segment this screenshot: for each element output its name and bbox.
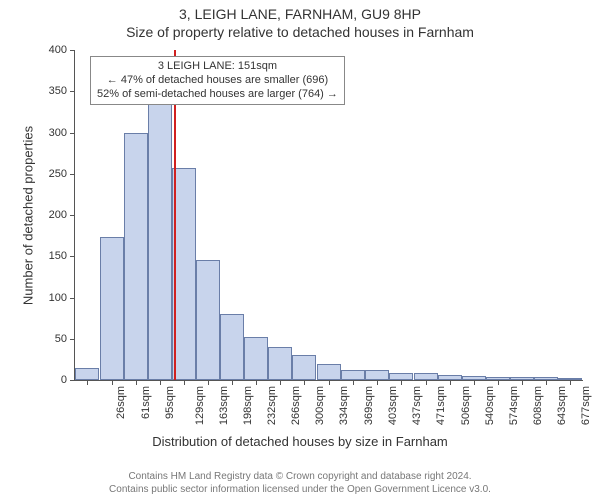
x-tick (160, 380, 161, 385)
y-tick (70, 133, 75, 134)
histogram-bar (389, 373, 413, 380)
x-tick (498, 380, 499, 385)
x-tick-label: 437sqm (411, 386, 423, 425)
x-tick-label: 471sqm (435, 386, 447, 425)
chart-subtitle: Size of property relative to detached ho… (0, 24, 600, 40)
x-tick (304, 380, 305, 385)
histogram-bar (75, 368, 99, 380)
x-tick-label: 198sqm (242, 386, 254, 425)
y-tick-label: 400 (49, 44, 67, 56)
x-tick-label: 540sqm (484, 386, 496, 425)
x-tick-label: 95sqm (164, 386, 176, 419)
x-tick (522, 380, 523, 385)
y-tick (70, 380, 75, 381)
x-tick-label: 300sqm (314, 386, 326, 425)
x-tick (184, 380, 185, 385)
x-tick (256, 380, 257, 385)
x-tick-label: 232sqm (266, 386, 278, 425)
x-tick (426, 380, 427, 385)
y-tick-label: 300 (49, 127, 67, 139)
x-tick (87, 380, 88, 385)
histogram-bar (292, 355, 316, 380)
x-tick-label: 163sqm (218, 386, 230, 425)
annotation-line-1: 3 LEIGH LANE: 151sqm (97, 60, 338, 74)
annotation-box: 3 LEIGH LANE: 151sqm ← 47% of detached h… (90, 56, 345, 105)
histogram-bar (124, 133, 148, 381)
x-tick (377, 380, 378, 385)
y-tick-label: 350 (49, 85, 67, 97)
x-tick-label: 677sqm (580, 386, 592, 425)
x-tick (208, 380, 209, 385)
x-tick (112, 380, 113, 385)
x-tick (329, 380, 330, 385)
x-tick (353, 380, 354, 385)
x-tick (450, 380, 451, 385)
y-tick-label: 200 (49, 209, 67, 221)
x-tick (401, 380, 402, 385)
y-tick-label: 50 (55, 333, 67, 345)
x-tick-label: 26sqm (115, 386, 127, 419)
chart-container: 3, LEIGH LANE, FARNHAM, GU9 8HP Size of … (0, 0, 600, 500)
x-tick-label: 574sqm (508, 386, 520, 425)
annotation-line-2: ← 47% of detached houses are smaller (69… (97, 74, 338, 88)
x-tick-label: 506sqm (460, 386, 472, 425)
x-tick (474, 380, 475, 385)
y-tick (70, 91, 75, 92)
x-tick-label: 403sqm (387, 386, 399, 425)
histogram-bar (414, 373, 438, 380)
x-tick-label: 369sqm (363, 386, 375, 425)
x-axis-label: Distribution of detached houses by size … (0, 434, 600, 449)
x-tick (546, 380, 547, 385)
y-tick (70, 298, 75, 299)
footer-line-1: Contains HM Land Registry data © Crown c… (0, 471, 600, 484)
histogram-bar (100, 237, 124, 380)
y-tick-label: 250 (49, 168, 67, 180)
x-tick-label: 643sqm (556, 386, 568, 425)
y-tick (70, 256, 75, 257)
y-tick-label: 150 (49, 250, 67, 262)
x-tick (136, 380, 137, 385)
x-tick-label: 129sqm (194, 386, 206, 425)
footer-line-2: Contains public sector information licen… (0, 484, 600, 497)
x-tick (232, 380, 233, 385)
footer-attribution: Contains HM Land Registry data © Crown c… (0, 471, 600, 496)
x-tick-label: 334sqm (338, 386, 350, 425)
histogram-bar (244, 337, 268, 380)
y-tick-label: 0 (61, 374, 67, 386)
y-tick (70, 339, 75, 340)
histogram-bar (220, 314, 244, 380)
x-tick (570, 380, 571, 385)
x-tick (280, 380, 281, 385)
y-tick (70, 174, 75, 175)
histogram-bar (317, 364, 341, 381)
y-tick-label: 100 (49, 292, 67, 304)
histogram-bar (148, 100, 172, 381)
y-axis-label: Number of detached properties (21, 116, 36, 316)
histogram-bar (268, 347, 292, 380)
x-tick-label: 608sqm (532, 386, 544, 425)
histogram-bar (365, 370, 389, 380)
y-tick (70, 50, 75, 51)
address-title: 3, LEIGH LANE, FARNHAM, GU9 8HP (0, 6, 600, 22)
histogram-bar (341, 370, 365, 380)
x-tick-label: 266sqm (290, 386, 302, 425)
annotation-line-3: 52% of semi-detached houses are larger (… (97, 88, 338, 102)
y-tick (70, 215, 75, 216)
histogram-bar (196, 260, 220, 380)
x-tick-label: 61sqm (140, 386, 152, 419)
